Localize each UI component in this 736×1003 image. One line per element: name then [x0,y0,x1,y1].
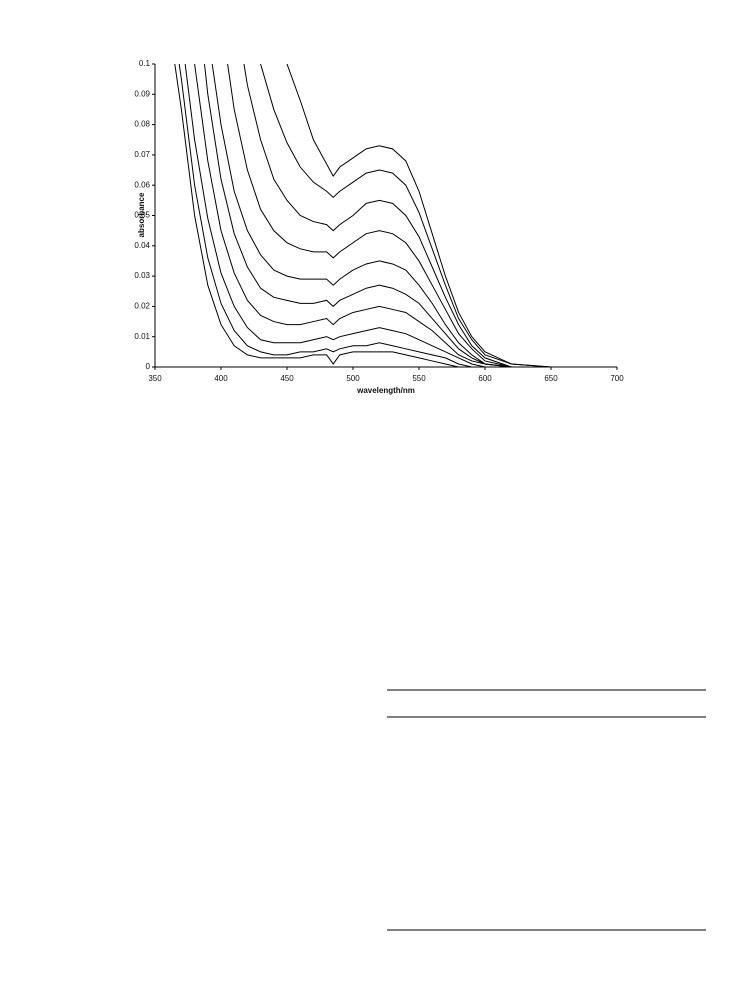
spectrum-line [286,64,617,367]
spectrum-line [211,64,617,367]
y-tick-label: 0.01 [134,332,150,341]
spectrum-line [178,64,617,367]
y-tick-label: 0.05 [134,211,150,220]
y-tick-label: 0.03 [134,271,150,280]
y-tick-label: 0.02 [134,302,150,311]
x-axis-label: wavelength/nm [356,386,415,395]
x-tick-label: 650 [544,374,558,383]
y-tick-label: 0.06 [134,180,150,189]
x-tick-label: 400 [214,374,228,383]
y-tick-label: 0.1 [139,59,151,68]
x-tick-label: 700 [610,374,624,383]
spectrum-line [227,64,617,367]
x-tick-label: 350 [148,374,162,383]
y-tick-label: 0 [146,362,151,371]
spectrum-line [243,64,617,367]
y-axis-label: absorbance [137,192,146,237]
y-tick-label: 0.08 [134,120,150,129]
spectrum-line [174,64,617,367]
x-tick-label: 550 [412,374,426,383]
y-tick-label: 0.04 [134,241,150,250]
y-tick-label: 0.07 [134,150,150,159]
spectrum-line [194,64,617,367]
y-tick-label: 0.09 [134,89,150,98]
x-tick-label: 600 [478,374,492,383]
spectrum-line [260,64,617,367]
spectrum-line [203,64,617,367]
x-tick-label: 500 [346,374,360,383]
x-tick-label: 450 [280,374,294,383]
spectrum-line [184,64,617,367]
